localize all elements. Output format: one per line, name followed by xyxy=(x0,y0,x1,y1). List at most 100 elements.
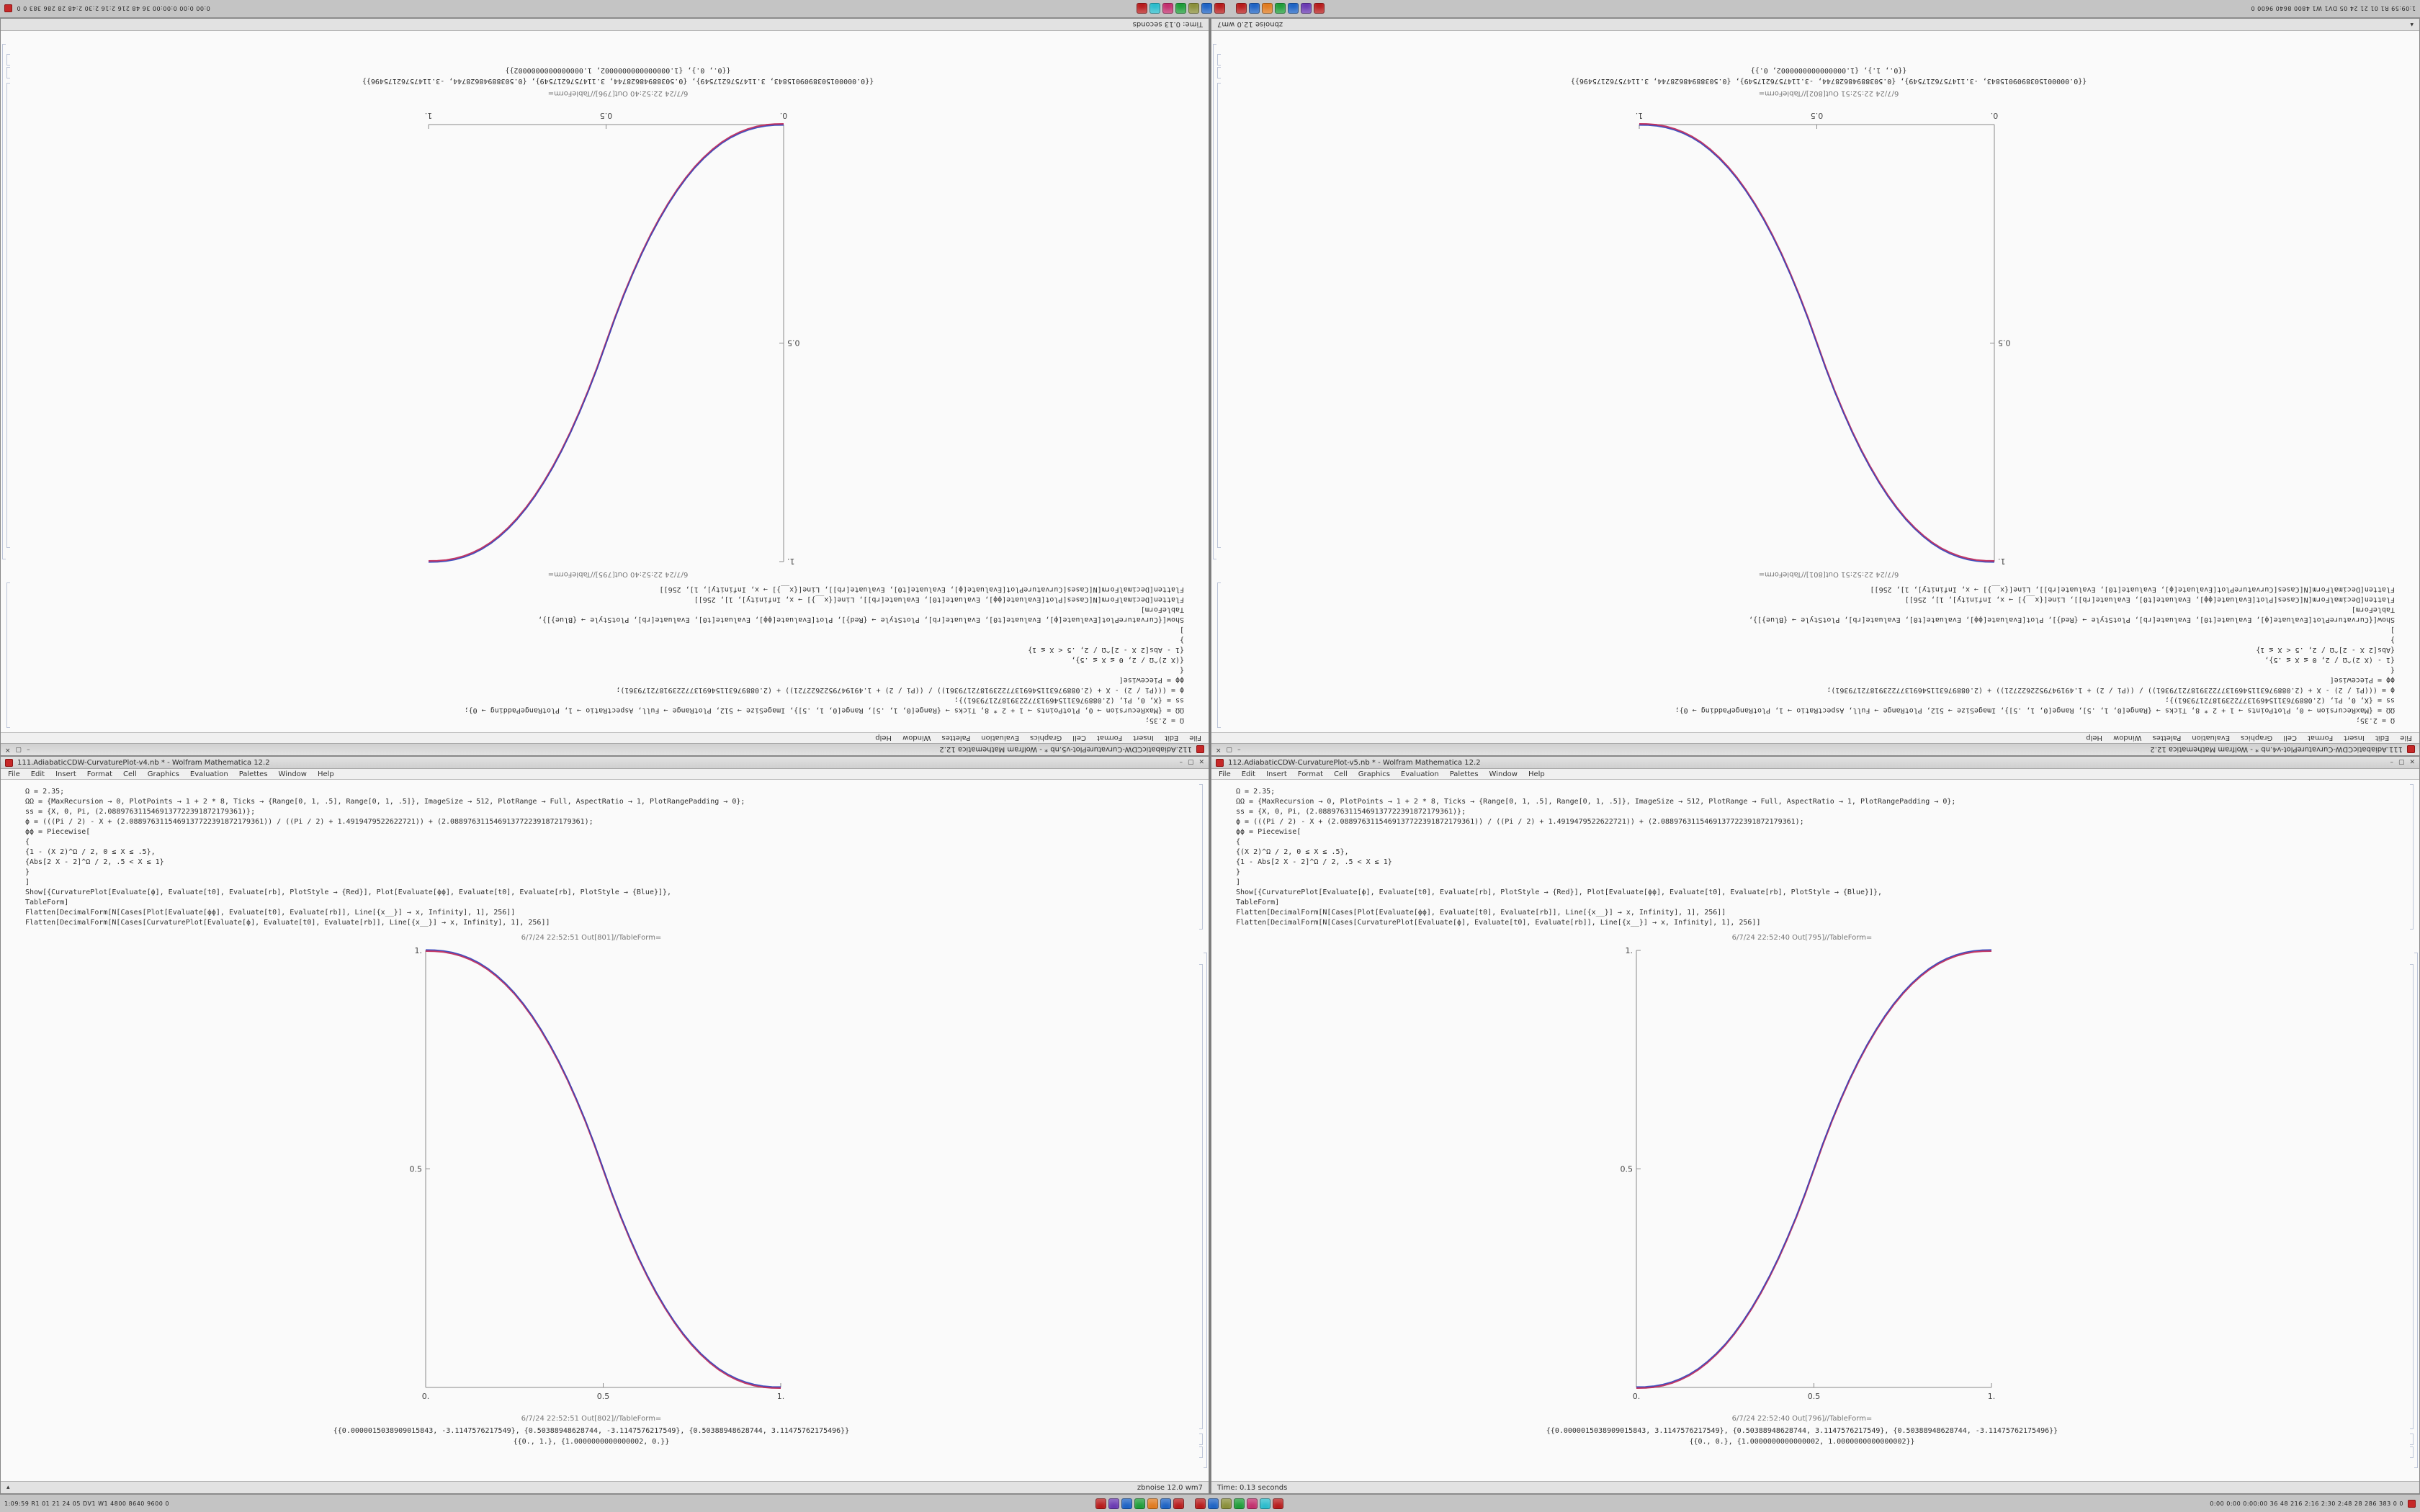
input-cell[interactable]: Ω = 2.35; ΩΩ = {MaxRecursion → 0, PlotPoi… xyxy=(1,584,1209,732)
menu-item[interactable]: Window xyxy=(1489,770,1518,778)
menu-item[interactable]: Help xyxy=(2086,734,2103,742)
code-line[interactable]: Show[{CurvaturePlot[Evaluate[ϕ], Evaluat… xyxy=(537,616,1184,624)
menu-item[interactable]: Palettes xyxy=(1449,770,1479,778)
menu-item[interactable]: Graphics xyxy=(1358,770,1390,778)
code-line[interactable]: ] xyxy=(1236,878,1241,886)
menu-item[interactable]: Help xyxy=(317,770,334,778)
cell-bracket[interactable] xyxy=(6,83,10,548)
cell-bracket[interactable] xyxy=(1217,54,1221,66)
code-line[interactable]: {Abs[2 X - 2]^Ω / 2, .5 < X ≤ 1} xyxy=(25,858,164,866)
cell-group-bracket[interactable] xyxy=(1204,953,1207,1468)
taskbar-app-icon[interactable] xyxy=(1287,3,1299,14)
code-line[interactable]: ss = {X, 0, Pi, (2.088976311546913772239… xyxy=(2164,696,2395,704)
menu-item[interactable]: Palettes xyxy=(941,734,971,742)
code-line[interactable]: ϕϕ = Piecewise[ xyxy=(1236,828,1301,836)
taskbar-app-icon[interactable] xyxy=(1201,3,1212,14)
code-line[interactable]: ϕ = (((Pi / 2) - X + (2.0889763115469137… xyxy=(1827,686,2395,694)
code-line[interactable]: ] xyxy=(1179,626,1184,634)
menu-item[interactable]: Help xyxy=(875,734,892,742)
cell-bracket[interactable] xyxy=(6,67,10,78)
code-line[interactable]: ss = {X, 0, Pi, (2.088976311546913772239… xyxy=(25,808,256,816)
taskbar-app-icon[interactable] xyxy=(1234,1498,1245,1509)
code-line[interactable]: } xyxy=(1179,636,1184,644)
code-line[interactable]: ΩΩ = {MaxRecursion → 0, PlotPoints → 1 +… xyxy=(25,798,745,806)
menu-item[interactable]: Edit xyxy=(1164,734,1179,742)
code-line[interactable]: Ω = 2.35; xyxy=(1144,716,1184,724)
code-line[interactable]: ss = {X, 0, Pi, (2.088976311546913772239… xyxy=(954,696,1184,704)
taskbar-app-icon[interactable] xyxy=(1260,1498,1271,1509)
menu-item[interactable]: Edit xyxy=(1241,770,1256,778)
code-line[interactable]: Flatten[DecimalForm[N[Cases[CurvaturePlo… xyxy=(1870,585,2395,593)
menu-item[interactable]: Cell xyxy=(123,770,137,778)
code-line[interactable]: Flatten[DecimalForm[N[Cases[Plot[Evaluat… xyxy=(694,595,1184,603)
code-line[interactable]: Flatten[DecimalForm[N[Cases[CurvaturePlo… xyxy=(659,585,1184,593)
menu-item[interactable]: File xyxy=(2400,734,2412,742)
menu-item[interactable]: Window xyxy=(2113,734,2142,742)
menu-item[interactable]: Cell xyxy=(2283,734,2297,742)
taskbar-indicator-icon[interactable] xyxy=(2408,1499,2416,1508)
menu-item[interactable]: File xyxy=(8,770,20,778)
notebook-content[interactable]: Ω = 2.35; ΩΩ = {MaxRecursion → 0, PlotPoi… xyxy=(1,31,1209,732)
code-line[interactable]: TableForm] xyxy=(25,899,69,906)
taskbar-app-icon[interactable] xyxy=(1173,1498,1185,1509)
code-line[interactable]: TableForm] xyxy=(1236,899,1280,906)
maximize-button[interactable]: ▢ xyxy=(1187,759,1194,766)
taskbar-app-icon[interactable] xyxy=(1095,1498,1107,1509)
code-line[interactable]: ϕ = (((Pi / 2) - X + (2.0889763115469137… xyxy=(25,818,593,826)
code-line[interactable]: {1 - (X 2)^Ω / 2, 0 ≤ X ≤ .5}, xyxy=(2264,656,2395,664)
code-line[interactable]: ΩΩ = {MaxRecursion → 0, PlotPoints → 1 +… xyxy=(464,706,1184,714)
code-line[interactable]: TableForm] xyxy=(2351,606,2395,613)
input-cell[interactable]: Ω = 2.35; ΩΩ = {MaxRecursion → 0, PlotPoi… xyxy=(1211,584,2419,732)
menu-item[interactable]: Help xyxy=(1528,770,1545,778)
code-line[interactable]: Flatten[DecimalForm[N[Cases[Plot[Evaluat… xyxy=(25,909,516,917)
code-line[interactable]: ] xyxy=(25,878,30,886)
titlebar[interactable]: 111.AdiabaticCDW-CurvaturePlot-v4.nb * -… xyxy=(1211,743,2419,755)
input-cell[interactable]: Ω = 2.35; ΩΩ = {MaxRecursion → 0, PlotPoi… xyxy=(1211,780,2419,928)
close-button[interactable]: ✕ xyxy=(5,746,11,753)
code-line[interactable]: {(X 2)^Ω / 2, 0 ≤ X ≤ .5}, xyxy=(1236,848,1349,856)
code-line[interactable]: Flatten[DecimalForm[N[Cases[Plot[Evaluat… xyxy=(1236,909,1726,917)
code-line[interactable]: ϕ = (((Pi / 2) - X + (2.0889763115469137… xyxy=(1236,818,1804,826)
cell-bracket[interactable] xyxy=(2410,1446,2414,1458)
code-line[interactable]: Show[{CurvaturePlot[Evaluate[ϕ], Evaluat… xyxy=(1236,888,1883,896)
menu-item[interactable]: Palettes xyxy=(2152,734,2182,742)
cell-bracket[interactable] xyxy=(2410,784,2414,930)
code-line[interactable]: ϕϕ = Piecewise[ xyxy=(1119,676,1184,684)
code-line[interactable]: {1 - Abs[2 X - 2]^Ω / 2, .5 < X ≤ 1} xyxy=(1236,858,1392,866)
code-line[interactable]: Flatten[DecimalForm[N[Cases[Plot[Evaluat… xyxy=(1904,595,2395,603)
code-line[interactable]: ΩΩ = {MaxRecursion → 0, PlotPoints → 1 +… xyxy=(1236,798,1956,806)
menu-item[interactable]: Evaluation xyxy=(189,770,228,778)
menu-item[interactable]: Format xyxy=(2307,734,2334,742)
taskbar-app-icon[interactable] xyxy=(1261,3,1273,14)
code-line[interactable]: ΩΩ = {MaxRecursion → 0, PlotPoints → 1 +… xyxy=(1675,706,2395,714)
code-line[interactable]: ϕϕ = Piecewise[ xyxy=(25,828,91,836)
code-line[interactable]: TableForm] xyxy=(1140,606,1184,613)
taskbar-app-icon[interactable] xyxy=(1235,3,1247,14)
code-line[interactable]: { xyxy=(25,838,30,846)
taskbar-app-icon[interactable] xyxy=(1300,3,1312,14)
cell-bracket[interactable] xyxy=(1217,67,1221,78)
code-line[interactable]: Flatten[DecimalForm[N[Cases[CurvaturePlo… xyxy=(25,919,550,927)
taskbar-app-icon[interactable] xyxy=(1108,1498,1120,1509)
code-line[interactable]: { xyxy=(1236,838,1241,846)
menu-item[interactable]: Window xyxy=(278,770,307,778)
code-line[interactable]: ϕ = (((Pi / 2) - X + (2.0889763115469137… xyxy=(616,686,1184,694)
menu-item[interactable]: Window xyxy=(902,734,931,742)
taskbar-app-icon[interactable] xyxy=(1221,1498,1232,1509)
menu-item[interactable]: Graphics xyxy=(1030,734,1062,742)
menu-item[interactable]: File xyxy=(1189,734,1201,742)
menu-item[interactable]: Graphics xyxy=(147,770,179,778)
taskbar-app-icon[interactable] xyxy=(1195,1498,1206,1509)
maximize-button[interactable]: ▢ xyxy=(1226,746,1233,753)
code-line[interactable]: {1 - (X 2)^Ω / 2, 0 ≤ X ≤ .5}, xyxy=(25,848,156,856)
code-line[interactable]: Ω = 2.35; xyxy=(25,788,65,796)
menu-item[interactable]: Cell xyxy=(1334,770,1348,778)
menu-item[interactable]: Cell xyxy=(1072,734,1086,742)
code-line[interactable]: Ω = 2.35; xyxy=(2355,716,2395,724)
taskbar-app-icon[interactable] xyxy=(1134,1498,1146,1509)
taskbar-app-icon[interactable] xyxy=(1313,3,1325,14)
code-line[interactable]: { xyxy=(2390,666,2395,674)
minimize-button[interactable]: – xyxy=(2390,759,2393,766)
code-line[interactable]: { xyxy=(1179,666,1184,674)
notebook-content[interactable]: Ω = 2.35; ΩΩ = {MaxRecursion → 0, PlotPoi… xyxy=(1211,31,2419,732)
